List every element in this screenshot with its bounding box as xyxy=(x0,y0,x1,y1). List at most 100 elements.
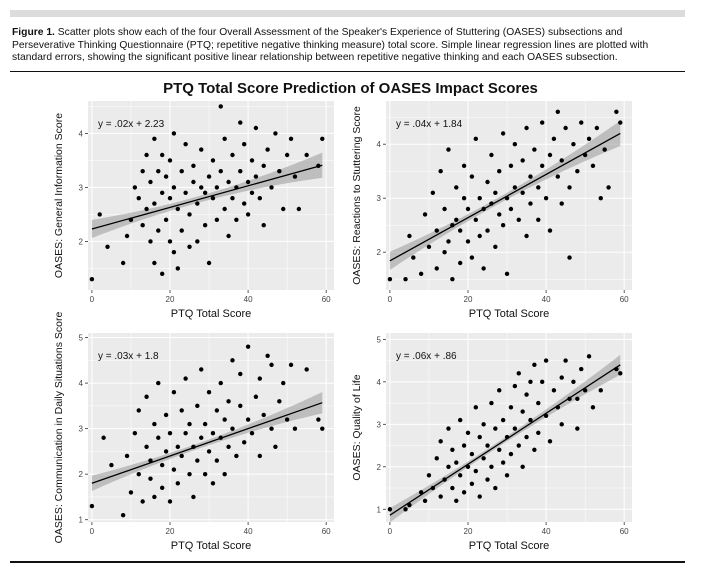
data-point xyxy=(481,422,486,427)
data-point xyxy=(226,233,231,239)
scatter-panel-3: y = .03x + 1.8 0 20 40 60 1 2 3 4 5 PTQ Total Scor… xyxy=(53,312,334,552)
data-point xyxy=(140,223,145,228)
data-point xyxy=(446,426,451,431)
data-point xyxy=(148,476,153,481)
x-tick-label: 20 xyxy=(464,527,473,536)
y-tick-label: 2 xyxy=(377,248,382,257)
data-point xyxy=(547,228,553,233)
data-point xyxy=(218,104,223,109)
data-point xyxy=(524,125,529,131)
data-point xyxy=(403,277,408,282)
data-point xyxy=(481,456,486,461)
data-point xyxy=(128,217,134,222)
data-point xyxy=(493,426,498,431)
data-point xyxy=(222,417,227,422)
data-point xyxy=(241,201,247,206)
data-point xyxy=(434,456,439,461)
data-point xyxy=(532,147,537,152)
data-point xyxy=(508,451,514,457)
data-point xyxy=(183,190,188,195)
data-point xyxy=(226,444,231,450)
data-point xyxy=(469,255,475,260)
data-point xyxy=(261,223,266,228)
data-point xyxy=(485,477,490,482)
data-point xyxy=(218,169,223,174)
data-point xyxy=(265,147,270,152)
data-point xyxy=(132,430,138,436)
data-point xyxy=(504,196,510,201)
data-point xyxy=(575,396,580,402)
data-point xyxy=(148,179,153,185)
data-point xyxy=(489,152,494,158)
data-point xyxy=(411,255,416,260)
data-point xyxy=(214,185,220,190)
data-point xyxy=(454,498,459,503)
data-point xyxy=(191,179,196,185)
data-point xyxy=(457,417,463,423)
data-point xyxy=(175,206,181,212)
data-point xyxy=(304,367,309,372)
data-point xyxy=(167,239,173,244)
data-point xyxy=(489,201,494,206)
data-point xyxy=(144,444,149,450)
data-point xyxy=(296,206,302,212)
data-point xyxy=(222,136,227,141)
data-point xyxy=(520,409,525,414)
data-point xyxy=(316,417,321,422)
data-point xyxy=(387,507,393,512)
data-point xyxy=(442,206,447,212)
data-point xyxy=(528,417,533,423)
data-point xyxy=(202,223,208,228)
data-point xyxy=(481,206,486,212)
data-point xyxy=(598,388,603,393)
data-point xyxy=(512,383,518,389)
data-point xyxy=(187,244,192,249)
data-point xyxy=(288,362,294,368)
data-point xyxy=(493,190,498,195)
data-point xyxy=(136,196,141,201)
data-point xyxy=(175,481,181,486)
data-point xyxy=(614,366,619,372)
regression-equation: y = .02x + 2.23 xyxy=(98,119,165,130)
data-point xyxy=(571,379,576,385)
y-tick-label: 4 xyxy=(79,379,84,388)
data-point xyxy=(206,260,212,266)
data-point xyxy=(516,443,521,448)
data-point xyxy=(536,430,541,436)
scatter-panel-1: y = .02x + 2.23 0 20 40 60 2 3 4 PTQ Total Score… xyxy=(53,101,334,320)
data-point xyxy=(536,185,541,190)
header-bar xyxy=(10,10,685,17)
data-point xyxy=(579,120,584,125)
data-point xyxy=(543,413,549,419)
data-point xyxy=(500,223,506,228)
data-point xyxy=(559,422,564,427)
data-point xyxy=(179,453,184,459)
data-point xyxy=(214,217,220,222)
data-point xyxy=(539,120,545,125)
caption-text: Scatter plots show each of the four Over… xyxy=(12,27,649,64)
data-point xyxy=(124,453,130,459)
data-point xyxy=(230,358,235,363)
figure-caption: Figure 1. Scatter plots show each of the… xyxy=(12,27,684,65)
data-point xyxy=(156,380,161,386)
data-point xyxy=(473,468,479,474)
data-point xyxy=(171,185,177,190)
data-point xyxy=(524,233,529,239)
data-point xyxy=(234,217,239,222)
data-point xyxy=(163,217,169,222)
data-point xyxy=(120,512,126,518)
data-point xyxy=(159,485,165,491)
data-point xyxy=(183,376,188,381)
data-point xyxy=(284,152,290,158)
data-point xyxy=(277,399,282,404)
data-point xyxy=(571,142,576,147)
y-axis-label: OASES: General Information Score xyxy=(53,113,65,278)
standard-error-band xyxy=(389,120,621,270)
data-point xyxy=(159,190,165,195)
data-point xyxy=(226,399,231,404)
data-point xyxy=(210,481,216,486)
data-point xyxy=(167,158,173,163)
data-point xyxy=(269,362,274,368)
data-point xyxy=(292,174,298,179)
